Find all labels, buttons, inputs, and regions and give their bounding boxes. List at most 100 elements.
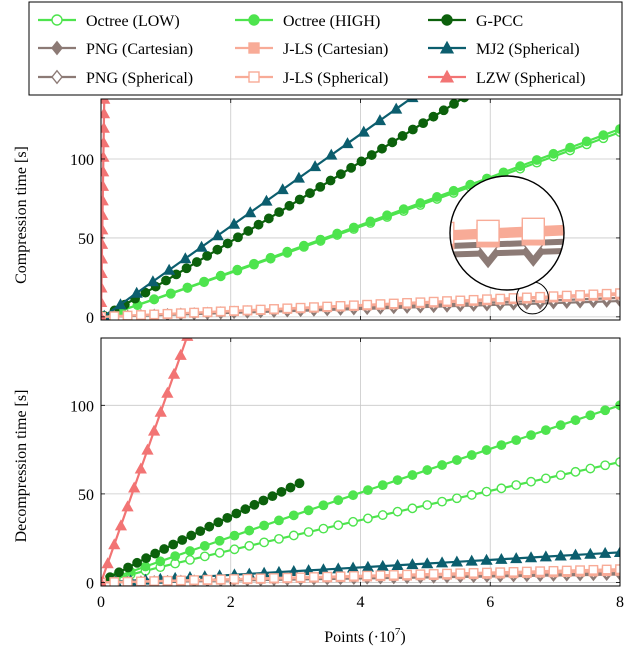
data-point-g-pcc <box>258 495 269 506</box>
data-point-octree-high <box>199 540 210 551</box>
data-point-octree-high <box>185 546 195 556</box>
series-octree-low <box>101 457 620 586</box>
data-point-lzw-spherical <box>101 252 108 264</box>
data-point-mj2-spherical <box>376 559 389 571</box>
data-point-octree-high <box>555 420 566 431</box>
y-tick-label: 0 <box>86 575 94 592</box>
magnified-point-j-ls-spherical <box>450 221 455 246</box>
data-point-j-ls-spherical <box>295 572 306 583</box>
data-point-lzw-spherical <box>101 136 110 148</box>
data-point-j-ls-spherical <box>335 571 346 582</box>
data-point-lzw-spherical <box>101 266 108 278</box>
data-point-g-pcc <box>325 175 336 186</box>
series-g-pcc <box>101 478 305 586</box>
data-point-mj2-spherical <box>524 551 538 563</box>
data-point-octree-low <box>437 496 447 507</box>
y-tick-label: 100 <box>70 152 94 169</box>
data-point-g-pcc <box>356 156 367 167</box>
data-point-j-ls-spherical <box>482 567 492 578</box>
data-point-octree-low <box>229 544 240 555</box>
data-point-j-ls-spherical <box>455 295 466 306</box>
data-point-lzw-spherical <box>114 519 128 531</box>
data-point-j-ls-spherical <box>109 311 120 320</box>
decompression-time-panel: 0 2 4 6 8 0 50 100 Decompression time [s] Point… <box>13 337 624 646</box>
data-point-octree-low <box>318 523 329 534</box>
data-point-octree-high <box>232 264 243 275</box>
data-point-octree-low <box>392 506 403 517</box>
data-point-g-pcc <box>222 512 233 523</box>
data-point-octree-low <box>496 483 507 494</box>
compression-ylabel: Compression time [s] <box>13 146 30 284</box>
data-point-mj2-spherical <box>480 553 493 565</box>
data-point-j-ls-spherical <box>535 291 546 302</box>
data-point-j-ls-spherical <box>601 288 612 299</box>
compression-series <box>101 99 620 320</box>
data-point-mj2-spherical <box>465 554 478 566</box>
data-point-j-ls-spherical <box>295 302 306 313</box>
data-point-octree-high <box>249 258 259 269</box>
data-point-mj2-spherical <box>357 125 370 137</box>
series-mj2-spherical <box>101 99 419 320</box>
data-point-g-pcc <box>377 143 387 154</box>
magnified-line-j-ls-cartesian <box>450 219 564 290</box>
legend-swatch-marker <box>248 42 260 54</box>
data-point-lzw-spherical <box>101 557 114 569</box>
data-point-mj2-spherical <box>495 552 508 564</box>
magnified-line-j-ls-spherical <box>450 213 564 290</box>
data-point-j-ls-spherical <box>588 289 599 300</box>
legend-swatch-marker <box>441 14 453 26</box>
data-point-j-ls-spherical <box>455 568 466 579</box>
data-point-lzw-spherical <box>101 107 111 119</box>
data-point-j-ls-spherical <box>402 569 412 580</box>
magnified-point-j-ls-spherical <box>476 219 500 244</box>
legend-label: G-PCC <box>476 13 523 30</box>
data-point-j-ls-spherical <box>136 310 146 320</box>
decompression-ylabel: Decompression time [s] <box>13 390 30 543</box>
data-point-octree-low <box>377 510 388 520</box>
data-point-octree-low <box>511 480 522 490</box>
decompression-ticks: 0 2 4 6 8 0 50 100 <box>70 338 624 611</box>
data-point-g-pcc <box>233 232 243 243</box>
data-point-octree-high <box>214 535 225 546</box>
data-point-j-ls-spherical <box>149 576 160 586</box>
data-point-octree-high <box>282 246 293 257</box>
legend-item-octree-low: Octree (LOW) <box>38 13 180 30</box>
data-point-j-ls-spherical <box>348 300 359 311</box>
data-point-g-pcc <box>123 562 133 573</box>
data-point-j-ls-spherical <box>189 575 200 585</box>
data-point-lzw-spherical <box>101 194 109 206</box>
data-point-j-ls-spherical <box>468 568 479 578</box>
data-point-g-pcc <box>428 111 439 122</box>
data-point-g-pcc <box>186 530 197 541</box>
data-point-octree-high <box>570 415 581 426</box>
legend-item-png-spherical: PNG (Spherical) <box>38 69 193 87</box>
data-point-lzw-spherical <box>121 500 134 512</box>
data-point-lzw-spherical <box>128 481 141 493</box>
data-point-lzw-spherical <box>141 443 154 455</box>
data-point-octree-high <box>531 155 542 165</box>
magnified-line-png-cartesian <box>450 240 564 290</box>
x-axis-label-exponent: 7 <box>395 626 401 638</box>
legend-swatch-marker <box>51 14 63 26</box>
data-point-j-ls-spherical <box>362 570 373 581</box>
data-point-lzw-spherical <box>108 538 121 550</box>
data-point-j-ls-spherical <box>202 307 213 317</box>
data-point-octree-high <box>288 510 299 521</box>
data-point-mj2-spherical <box>276 183 289 195</box>
data-point-octree-high <box>298 240 309 251</box>
data-point-g-pcc <box>204 521 215 532</box>
data-point-octree-low <box>466 490 477 500</box>
data-point-mj2-spherical <box>406 558 419 570</box>
data-point-j-ls-spherical <box>109 577 120 586</box>
series-lzw-spherical <box>101 338 194 586</box>
data-point-j-ls-spherical <box>402 297 412 308</box>
data-point-octree-high <box>303 505 314 516</box>
data-point-octree-high <box>600 405 611 416</box>
data-point-lzw-spherical <box>101 179 110 191</box>
data-point-octree-high <box>466 450 477 460</box>
data-point-octree-high <box>149 294 160 305</box>
data-point-j-ls-spherical <box>215 574 226 585</box>
data-point-octree-high <box>274 515 284 526</box>
data-point-j-ls-spherical <box>601 564 612 575</box>
data-point-j-ls-spherical <box>202 574 213 585</box>
